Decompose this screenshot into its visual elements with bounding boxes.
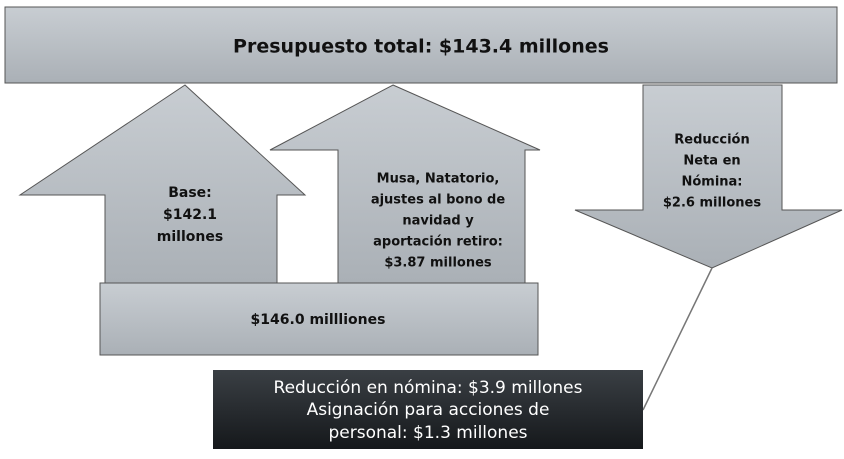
base-arrow bbox=[18, 84, 307, 284]
callout-line: Reducción en nómina: $3.9 millones bbox=[274, 378, 583, 398]
additions-line: ajustes al bono de bbox=[371, 193, 506, 208]
callout-line: Asignación para acciones de bbox=[307, 400, 550, 420]
base-line: millones bbox=[157, 229, 223, 245]
subtotal-label: $146.0 millliones bbox=[251, 312, 386, 328]
total-label: Presupuesto total: $143.4 millones bbox=[233, 36, 609, 58]
base-line: $142.1 bbox=[163, 207, 217, 223]
subtotal-box bbox=[99, 282, 539, 356]
reduction-arrow bbox=[574, 84, 843, 269]
additions-line: aportación retiro: bbox=[373, 235, 503, 250]
total-box bbox=[4, 6, 838, 84]
additions-line: navidad y bbox=[402, 214, 474, 229]
callout-box bbox=[213, 370, 643, 449]
base-line: Base: bbox=[168, 185, 212, 201]
additions-line: Musa, Natatorio, bbox=[377, 172, 500, 187]
additions-line: $3.87 millones bbox=[384, 256, 492, 271]
reduction-line: $2.6 millones bbox=[663, 196, 762, 211]
connector bbox=[642, 267, 713, 411]
reduction-line: Nómina: bbox=[681, 175, 742, 190]
callout-line: personal: $1.3 millones bbox=[328, 423, 527, 443]
reduction-line: Neta en bbox=[683, 154, 740, 169]
reduction-line: Reducción bbox=[674, 133, 749, 148]
